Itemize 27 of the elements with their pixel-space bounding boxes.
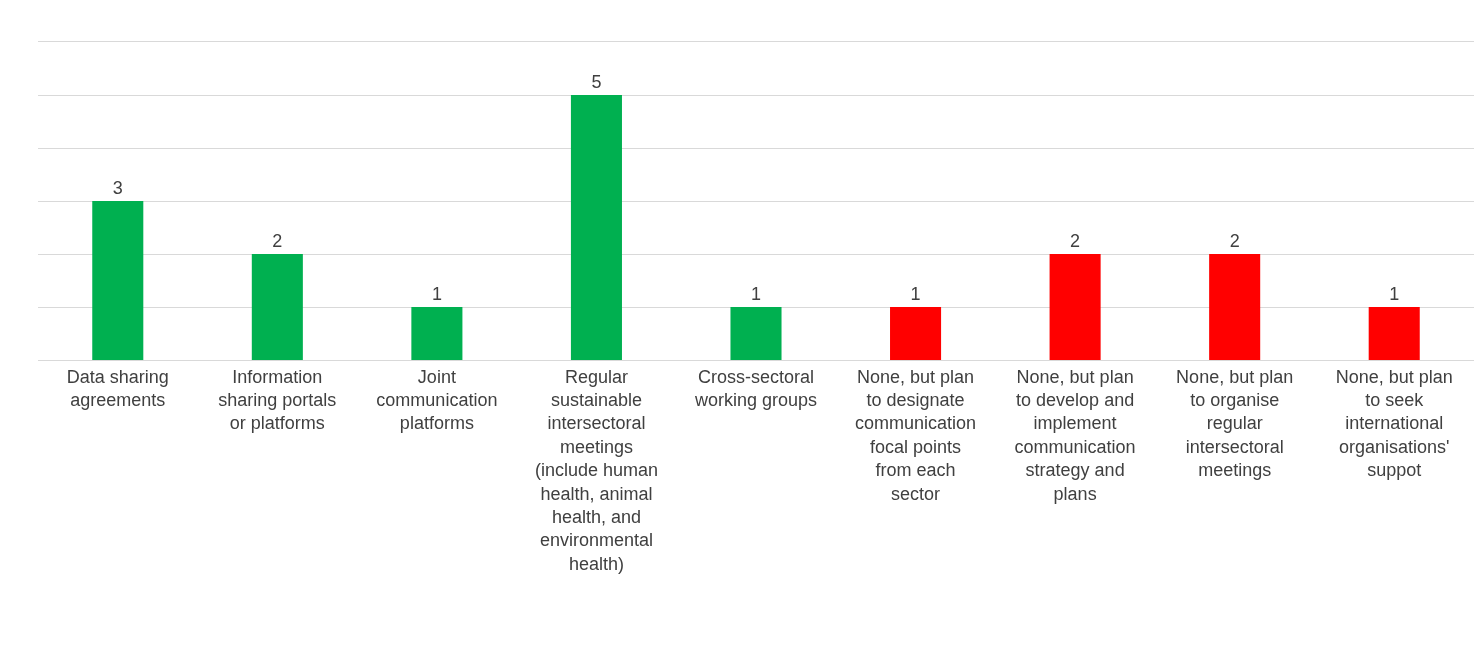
bar — [1049, 254, 1101, 360]
bar — [570, 95, 622, 360]
data-label: 2 — [272, 231, 283, 251]
data-label: 1 — [750, 284, 762, 304]
data-label: 1 — [1389, 284, 1400, 304]
x-tick-label: Joint communication platforms — [376, 366, 498, 434]
x-tick-label: None, but plan to develop and implement communication strategy and plans — [1014, 366, 1136, 504]
x-tick-label: Cross-sectoral working groups — [693, 366, 818, 410]
data-label: 5 — [591, 72, 602, 92]
data-label: 2 — [1070, 231, 1081, 251]
x-tick-label: None, but plan to organise regular intersectoral meetings — [1176, 366, 1294, 481]
data-label: 2 — [1229, 231, 1240, 251]
data-label: 3 — [112, 178, 123, 198]
category-label: Regular sustainable intersectoral meetings (include human health, animal health, and environmental health) — [534, 366, 658, 574]
x-tick-label: None, but plan to seek international organisations' suppot — [1335, 366, 1453, 481]
x-tick-label: Information sharing portals or platforms — [218, 366, 337, 434]
bar — [890, 307, 942, 360]
data-label: 1 — [431, 284, 442, 304]
bar — [411, 307, 463, 360]
bar — [92, 201, 144, 360]
x-tick-label: Data sharing agreements — [66, 366, 169, 410]
bar — [730, 307, 782, 360]
bar — [1368, 307, 1420, 360]
data-label: 1 — [910, 284, 921, 304]
bar — [251, 254, 303, 360]
x-tick-label: None, but plan to designate communication focal points from each sector — [855, 366, 977, 504]
bar — [1209, 254, 1261, 360]
